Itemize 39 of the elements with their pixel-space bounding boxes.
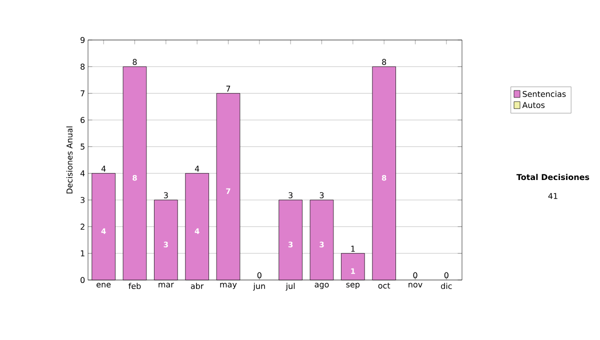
x-tick-label: jul (286, 282, 295, 291)
legend-label: Autos (522, 102, 545, 108)
x-tick-label: sep (346, 282, 360, 289)
x-tick-label: feb (128, 282, 141, 290)
legend-label: Sentencias (522, 90, 566, 98)
text: 41 (548, 193, 558, 199)
y-axis-title: Decisiones Anual (66, 126, 73, 194)
total-label: 3 (320, 192, 324, 198)
y-tick-label: 9 (80, 36, 85, 44)
y-tick-label: 5 (80, 144, 84, 150)
y-tick-label: 1 (80, 250, 84, 256)
y-tick-label: 3 (80, 196, 85, 204)
x-tick-label: jun (253, 282, 265, 291)
total-label: 4 (194, 166, 200, 172)
x-tick-label: oct (378, 282, 390, 289)
total-label: 3 (164, 192, 168, 198)
total-label: 7 (226, 86, 230, 92)
y-tick-label: 7 (80, 90, 84, 96)
total-label: 8 (132, 58, 137, 65)
y-tick-label: 6 (80, 116, 85, 124)
x-tick-label: ene (96, 282, 111, 288)
y-tick-label: 4 (80, 170, 85, 176)
total-label: 1 (351, 246, 355, 252)
y-tick-label: 0 (80, 276, 85, 284)
x-tick-label: abr (190, 282, 204, 290)
y-tick-label: 2 (80, 224, 84, 230)
x-tick-label: mar (158, 282, 174, 288)
text: Total Decisiones (516, 174, 590, 180)
total-label: 0 (257, 272, 262, 278)
x-tick-label: nov (408, 282, 422, 288)
total-label: 3 (288, 192, 292, 198)
x-tick-label: dic (441, 282, 452, 290)
x-tick-label: may (220, 282, 237, 289)
total-label: 0 (413, 272, 418, 278)
total-label: 0 (444, 272, 448, 278)
y-tick-label: 8 (80, 64, 85, 70)
x-tick-label: ago (314, 282, 329, 289)
total-label: 8 (382, 58, 386, 65)
total-label: 4 (101, 166, 106, 172)
